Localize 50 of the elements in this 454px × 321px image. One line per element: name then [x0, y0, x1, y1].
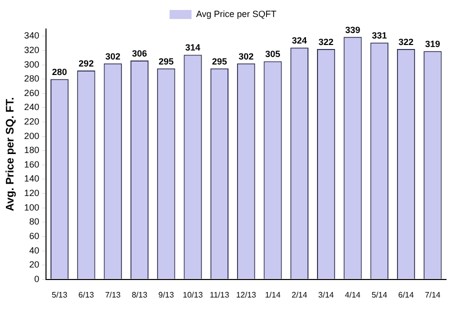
x-tick-label: 4/14	[344, 290, 362, 300]
y-tick-label: 140	[24, 174, 40, 184]
y-tick-label: 40	[29, 245, 40, 256]
data-label: 322	[318, 37, 334, 48]
x-tick-label: 8/13	[132, 290, 148, 300]
x-tick-label: 9/13	[158, 290, 174, 300]
x-tick-label: 7/14	[424, 290, 442, 300]
y-tick-label: 0	[34, 274, 40, 284]
x-tick-label: 6/14	[398, 290, 414, 300]
y-tick-label: 340	[24, 30, 40, 41]
data-label: 319	[425, 39, 440, 50]
data-label: 292	[78, 58, 94, 68]
legend-label: Avg Price per SQFT	[196, 8, 277, 19]
y-tick-label: 240	[24, 102, 40, 112]
x-tick-label: 7/13	[105, 290, 122, 300]
x-tick-label: 5/13	[52, 290, 68, 300]
y-tick-label: 320	[24, 44, 40, 55]
y-tick-label: 180	[24, 145, 40, 156]
y-tick-label: 80	[29, 216, 40, 227]
x-tick-label: 6/13	[78, 290, 95, 300]
data-label: 302	[105, 51, 120, 62]
x-tick-label: 5/14	[372, 290, 388, 300]
y-tick-label: 100	[24, 202, 40, 212]
y-tick-label: 60	[29, 230, 40, 241]
x-tick-label: 10/13	[182, 290, 204, 300]
x-tick-label: 1/14	[264, 290, 282, 300]
y-tick-label: 260	[24, 88, 40, 98]
data-label: 339	[345, 24, 360, 35]
x-tick-label: 3/14	[318, 290, 334, 300]
data-label: 302	[238, 51, 254, 62]
data-label: 314	[185, 42, 200, 53]
data-label: 306	[132, 48, 148, 58]
data-label: 322	[398, 37, 414, 48]
y-tick-label: 160	[24, 159, 40, 170]
data-label: 331	[372, 30, 387, 41]
data-label: 280	[52, 67, 68, 78]
x-tick-label: 11/13	[210, 290, 230, 300]
y-tick-label: 300	[24, 59, 40, 70]
data-label: 295	[158, 56, 174, 66]
x-tick-label: 2/14	[292, 290, 308, 300]
y-tick-label: 200	[24, 130, 40, 141]
data-label: 305	[265, 49, 280, 60]
data-label: 324	[292, 36, 307, 46]
data-label: 295	[212, 56, 227, 66]
y-tick-label: 20	[29, 260, 40, 270]
y-tick-label: 280	[24, 74, 40, 84]
y-tick-label: 220	[24, 116, 40, 126]
x-tick-label: 12/13	[236, 290, 257, 300]
y-axis-title: Avg. Price per SQ. FT.	[4, 97, 17, 212]
y-tick-label: 120	[24, 188, 40, 198]
